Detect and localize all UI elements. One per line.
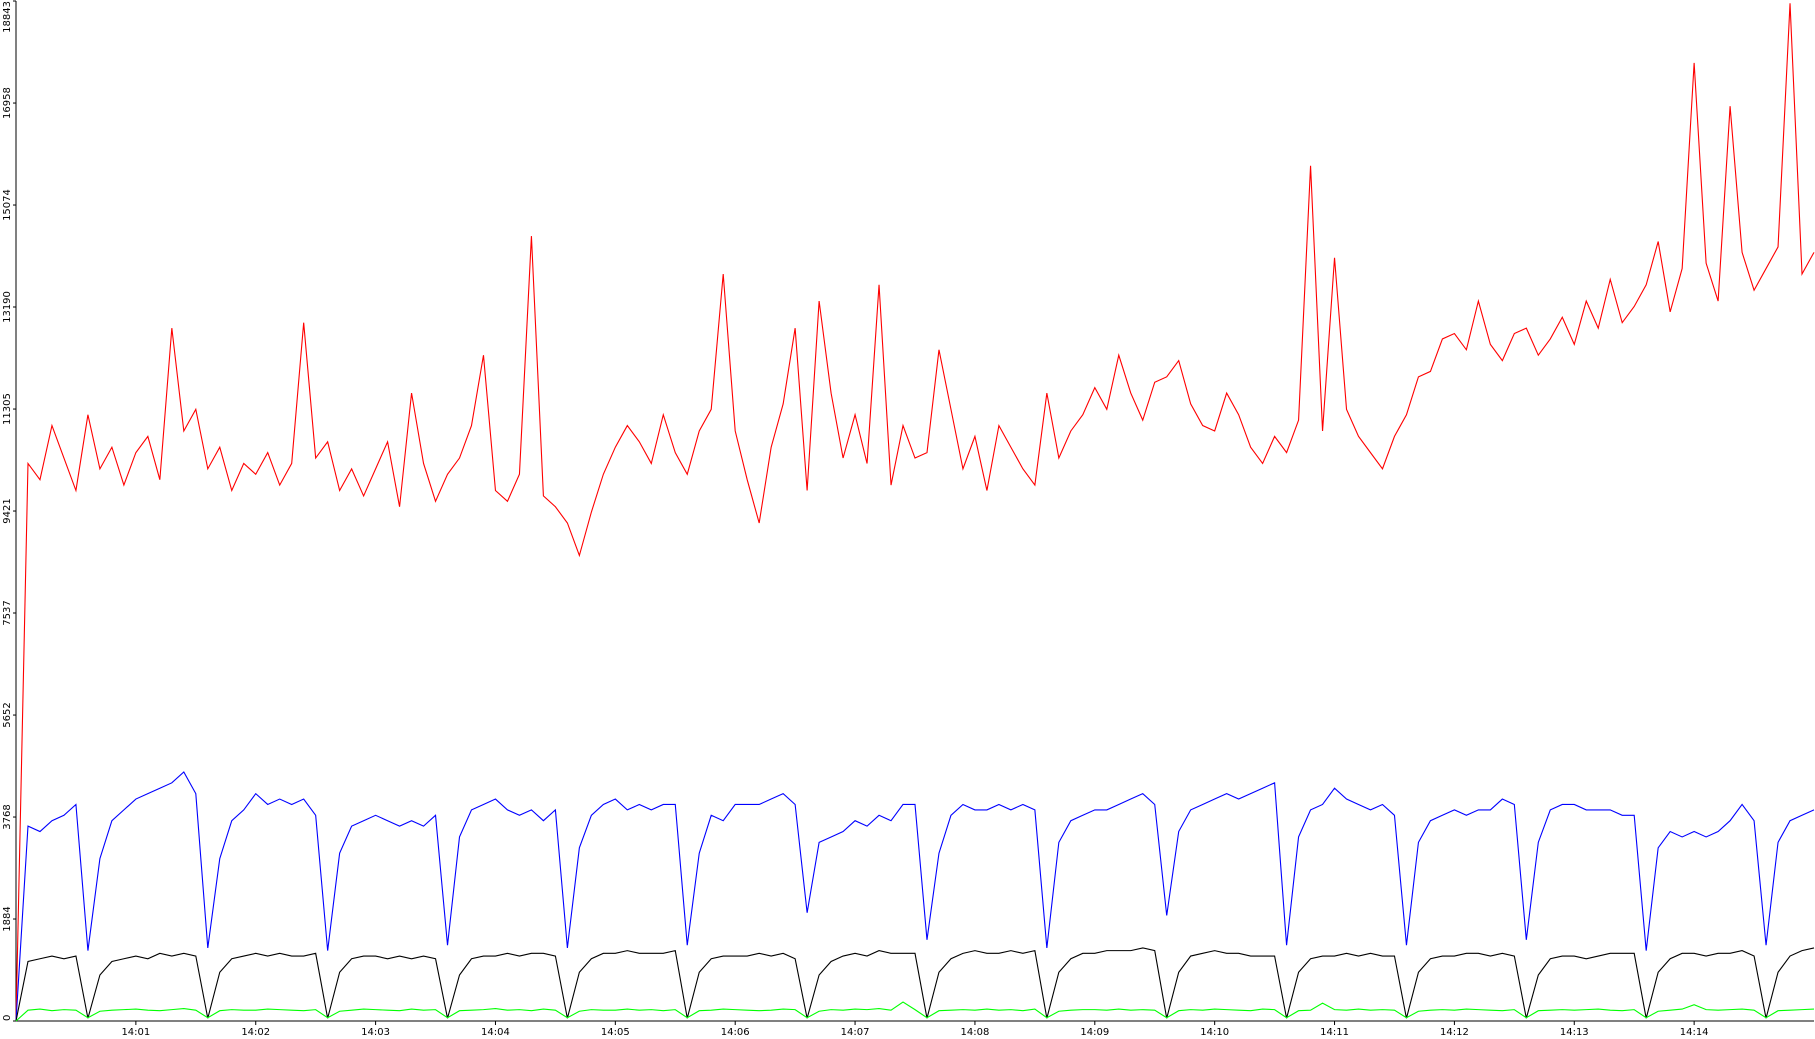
x-tick-label: 14:06 [721, 1027, 750, 1038]
x-tick-label: 14:13 [1560, 1027, 1589, 1038]
y-tick-label: 18843 [2, 1, 13, 33]
y-tick-label: 16958 [2, 87, 13, 119]
series-line [15, 1001, 1815, 1022]
x-tick-label: 14:07 [841, 1027, 870, 1038]
x-tick-label: 14:03 [361, 1027, 390, 1038]
y-tick-label: 15074 [2, 189, 13, 221]
y-tick-label: 11305 [2, 393, 13, 425]
x-tick-label: 14:09 [1080, 1027, 1109, 1038]
x-tick-label: 14:04 [481, 1027, 510, 1038]
series-line [15, 771, 1815, 1022]
y-tick-label: 1884 [2, 906, 13, 931]
x-tick-label: 14:02 [241, 1027, 270, 1038]
y-tick-label: 9421 [2, 498, 13, 523]
x-tick-label: 14:11 [1320, 1027, 1349, 1038]
x-tick-label: 14:08 [961, 1027, 990, 1038]
y-tick-label: 13190 [2, 291, 13, 323]
x-tick-label: 14:10 [1200, 1027, 1229, 1038]
x-tick-label: 14:12 [1440, 1027, 1469, 1038]
series-line [15, 947, 1815, 1022]
y-tick-label: 0 [2, 1015, 13, 1021]
series-line [15, 3, 1815, 1022]
y-tick-label: 3768 [2, 804, 13, 829]
y-tick-label: 7537 [2, 600, 13, 625]
x-tick-label: 14:14 [1680, 1027, 1709, 1038]
x-tick-label: 14:05 [601, 1027, 630, 1038]
y-tick-label: 5652 [2, 702, 13, 727]
x-tick-label: 14:01 [121, 1027, 150, 1038]
